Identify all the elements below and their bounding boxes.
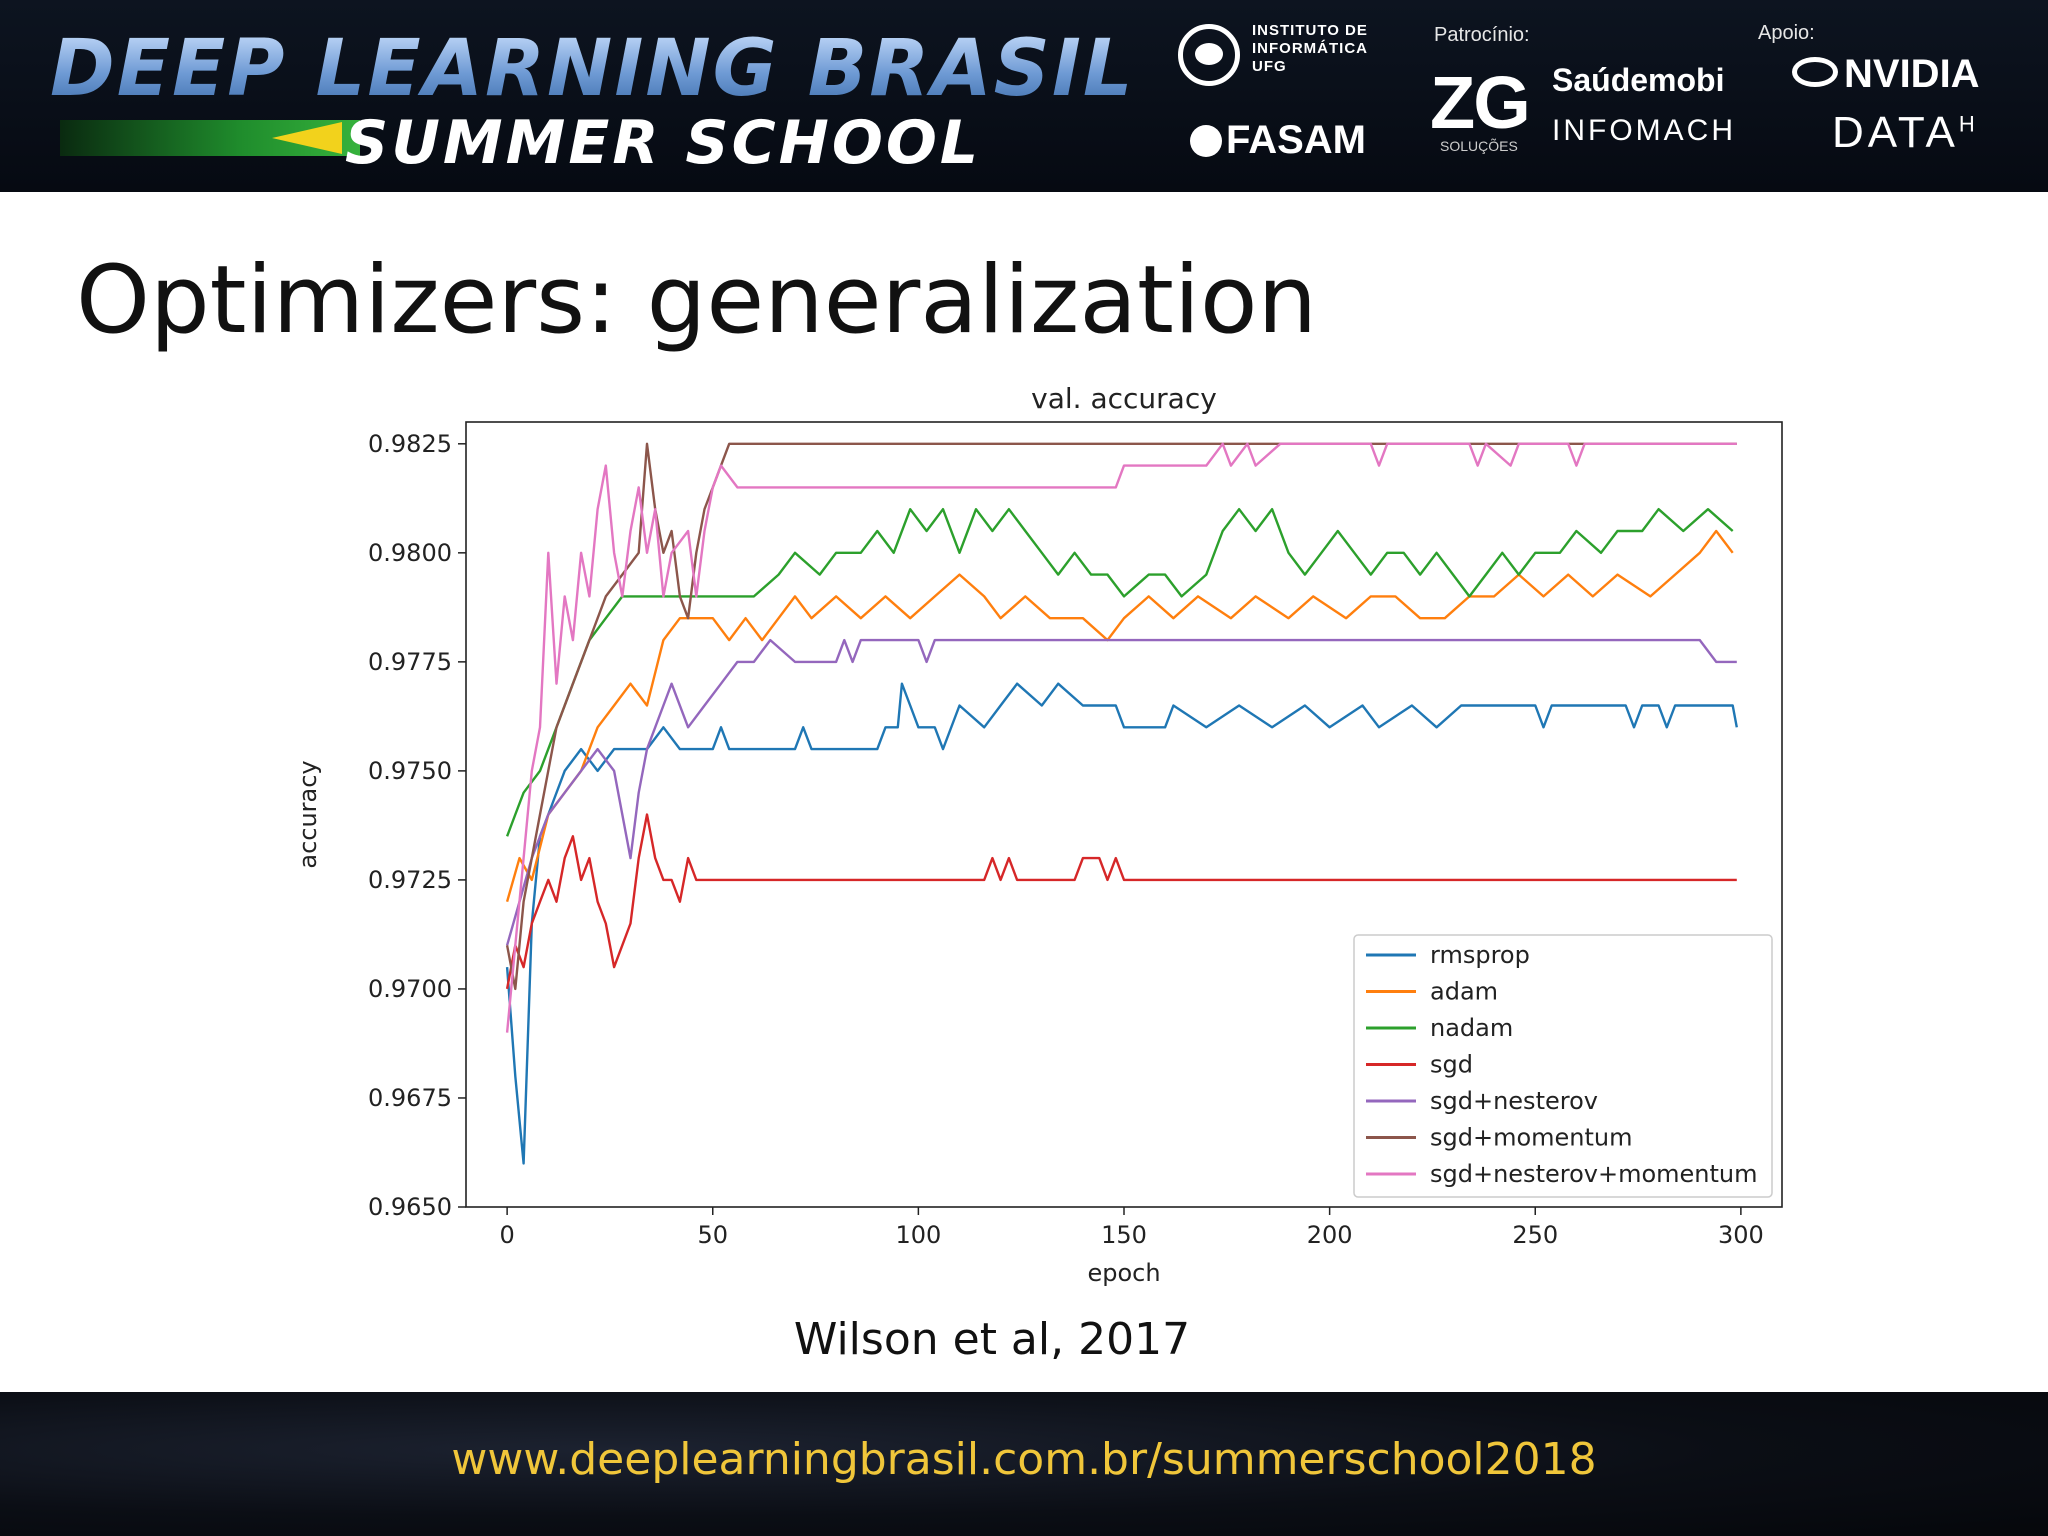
datah-superscript: H <box>1958 111 1979 137</box>
series-line-sgd-nesterov-momentum <box>505 442 1737 1033</box>
x-tick-label: 50 <box>697 1221 728 1249</box>
y-tick-label: 0.9650 <box>368 1193 452 1221</box>
x-tick-label: 150 <box>1101 1221 1147 1249</box>
x-tick-label: 300 <box>1718 1221 1764 1249</box>
series-line-nadam <box>505 508 1734 837</box>
instituto-line-1: INSTITUTO DE <box>1252 22 1368 39</box>
y-tick-label: 0.9725 <box>368 866 452 894</box>
legend-entry: sgd+nesterov+momentum <box>1430 1160 1758 1188</box>
legend-entry: sgd+nesterov <box>1430 1087 1598 1115</box>
datah-logo: DATAH <box>1832 108 1979 158</box>
x-axis-label: epoch <box>1087 1259 1160 1287</box>
nvidia-logo: NVIDIA <box>1792 52 1980 97</box>
instituto-line-2: INFORMÁTICA <box>1252 40 1368 57</box>
saudemobi-logo: Saúdemobi <box>1552 62 1725 98</box>
datah-text: DATA <box>1832 108 1959 157</box>
nvidia-text: NVIDIA <box>1844 52 1980 96</box>
legend-entry: nadam <box>1430 1014 1513 1042</box>
legend-entry: rmsprop <box>1430 941 1530 969</box>
event-logo-title: DEEP LEARNING BRASIL <box>50 24 1135 114</box>
x-tick-label: 100 <box>895 1221 941 1249</box>
y-tick-label: 0.9750 <box>368 757 452 785</box>
patrocinio-label: Patrocínio: <box>1434 24 1530 46</box>
brazil-flag-icon <box>272 122 342 154</box>
event-logo-subtitle: SUMMER SCHOOL <box>345 108 982 178</box>
infomach-logo: INFOMACH <box>1552 114 1736 147</box>
y-axis-label: accuracy <box>294 760 322 868</box>
series-line-sgd-momentum <box>505 442 1737 991</box>
apoio-label: Apoio: <box>1758 22 1815 44</box>
instituto-line-3: UFG <box>1252 58 1287 75</box>
x-tick-label: 200 <box>1307 1221 1353 1249</box>
x-tick-label: 0 <box>499 1221 514 1249</box>
y-tick-label: 0.9675 <box>368 1084 452 1112</box>
val-accuracy-chart: val. accuracy 0 50 100 150 200 250 300 0.9650 0.9… <box>294 382 1783 1287</box>
slide-title: Optimizers: generalization <box>76 246 1318 355</box>
legend-box <box>1353 934 1773 1198</box>
instituto-informatica-logo: INSTITUTO DE INFORMÁTICA UFG <box>1178 18 1398 98</box>
fasam-text: FASAM <box>1226 118 1366 162</box>
series-line-rmsprop <box>505 682 1738 1165</box>
series-line-sgd <box>505 813 1737 990</box>
fasam-emblem-icon <box>1190 125 1222 157</box>
series-line-sgd-nesterov <box>505 638 1737 946</box>
y-tick-label: 0.9800 <box>368 539 452 567</box>
nvidia-eye-icon <box>1792 57 1838 87</box>
legend-entry: adam <box>1430 978 1498 1006</box>
zg-subtitle: SOLUÇÕES <box>1440 138 1518 154</box>
legend-entry: sgd <box>1430 1051 1473 1079</box>
citation-credit: Wilson et al, 2017 <box>793 1314 1191 1365</box>
legend-entry: sgd+momentum <box>1430 1124 1633 1152</box>
chart-title: val. accuracy <box>1031 382 1217 415</box>
sponsor-banner: DEEP LEARNING BRASIL SUMMER SCHOOL INSTI… <box>0 0 2048 192</box>
y-tick-label: 0.9700 <box>368 975 452 1003</box>
instituto-emblem-icon <box>1178 24 1240 86</box>
y-tick-label: 0.9775 <box>368 648 452 676</box>
fasam-logo: FASAM <box>1190 118 1366 163</box>
footer-url: www.deeplearningbrasil.com.br/summerscho… <box>451 1434 1597 1485</box>
instituto-text: INSTITUTO DE INFORMÁTICA UFG <box>1252 22 1368 76</box>
footer-bar: www.deeplearningbrasil.com.br/summerscho… <box>0 1392 2048 1536</box>
series-line-adam <box>505 529 1734 903</box>
plot-frame <box>465 421 1783 1208</box>
x-tick-label: 250 <box>1512 1221 1558 1249</box>
zg-logo: ZG <box>1430 61 1531 144</box>
y-tick-label: 0.9825 <box>368 430 452 458</box>
